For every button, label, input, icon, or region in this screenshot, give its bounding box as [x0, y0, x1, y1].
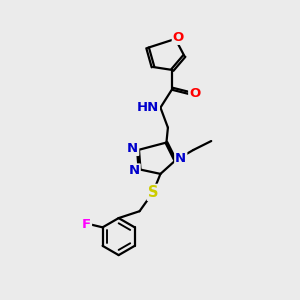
- Text: O: O: [173, 31, 184, 44]
- Text: N: N: [175, 152, 186, 166]
- Text: O: O: [189, 87, 200, 100]
- Text: N: N: [129, 164, 140, 177]
- Text: HN: HN: [137, 101, 159, 114]
- Text: N: N: [127, 142, 138, 155]
- Text: F: F: [82, 218, 91, 231]
- Text: S: S: [148, 185, 158, 200]
